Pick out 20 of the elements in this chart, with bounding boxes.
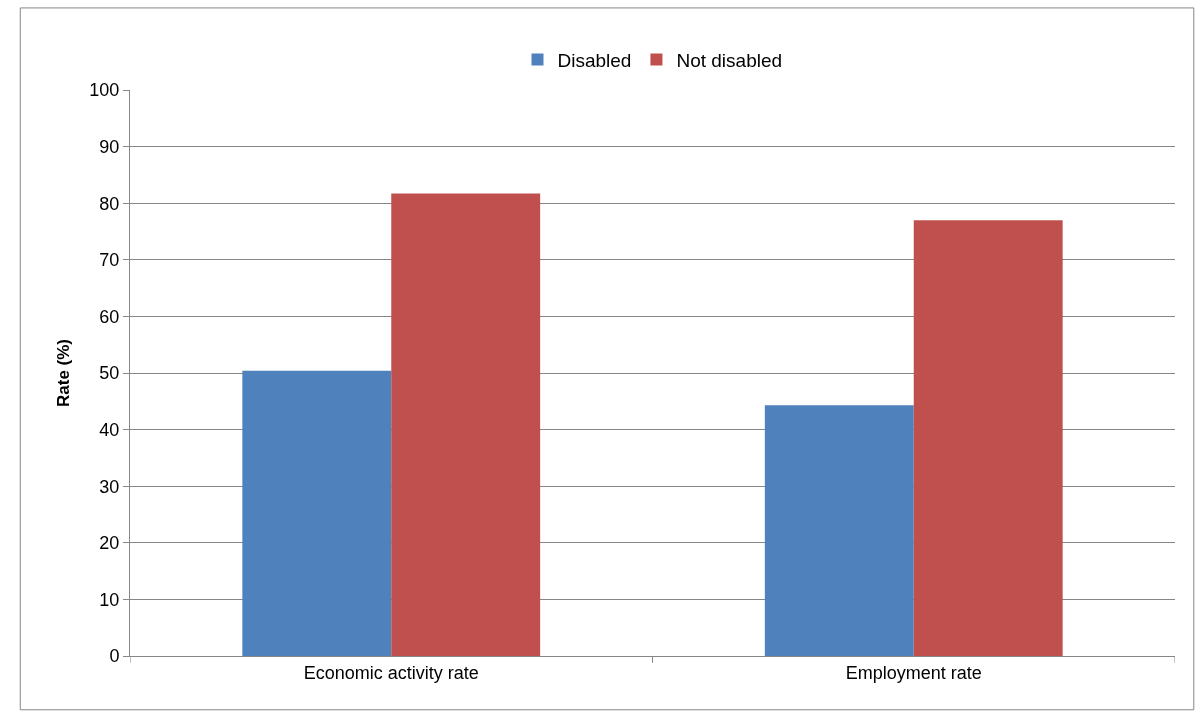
y-tick-label: 90 xyxy=(99,136,120,157)
y-tick-label: 40 xyxy=(99,419,120,440)
bar xyxy=(242,370,392,656)
y-tick-label: 10 xyxy=(99,589,120,610)
y-tick-label: 20 xyxy=(99,533,120,554)
legend-label: Not disabled xyxy=(676,49,783,71)
y-tick-label: 0 xyxy=(109,646,120,667)
x-tick-label: Employment rate xyxy=(845,662,982,683)
bar xyxy=(391,193,541,656)
bar xyxy=(913,220,1063,656)
y-tick-label: 60 xyxy=(99,306,120,327)
bar xyxy=(764,405,914,656)
y-tick-label: 50 xyxy=(99,363,120,384)
legend-label: Disabled xyxy=(557,49,632,71)
y-tick-label: 30 xyxy=(99,476,120,497)
y-tick-label: 100 xyxy=(89,80,120,101)
y-tick-label: 70 xyxy=(99,250,120,271)
y-axis-title: Rate (%) xyxy=(53,338,73,408)
x-tick-label: Economic activity rate xyxy=(303,662,479,683)
y-tick-label: 80 xyxy=(99,193,120,214)
